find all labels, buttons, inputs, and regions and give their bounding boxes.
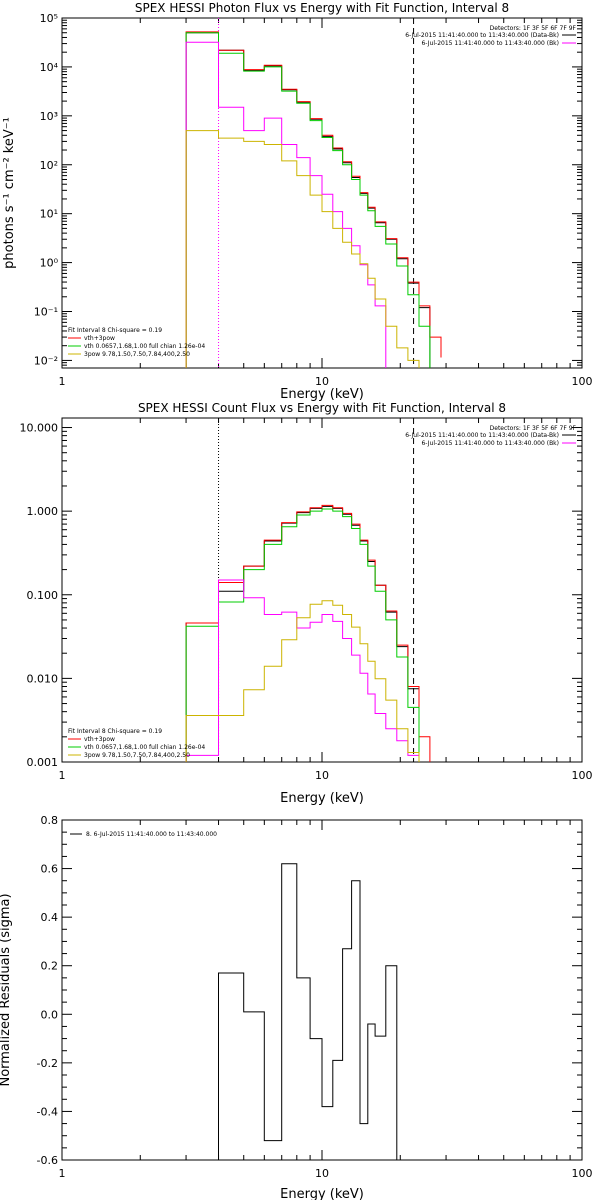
legend-header: Detectors: 1F 3F 5F 6F 7F 9F [490, 425, 577, 432]
legend-entry: 3pow 9.78,1.50,7.50,7.84,400,2.50 [84, 351, 190, 358]
legend-top-left: 8. 6-Jul-2015 11:41:40.000 to 11:43:40.0… [70, 831, 217, 838]
y-tick-label: 0.6 [41, 863, 59, 876]
legend-header: Fit Interval 8 Chi-square = 0.19 [68, 327, 162, 334]
y-tick-label: 0.010 [27, 672, 59, 685]
series-group [218, 863, 398, 1160]
reference-lines [218, 418, 415, 762]
x-tick-label: 100 [572, 769, 593, 782]
series-line-2 [185, 32, 431, 368]
legend-entry: vth 0.0657,1.68,1.00 full chian 1.26e-04 [84, 343, 205, 350]
series-line-4 [185, 600, 420, 762]
x-tick-label: 100 [572, 375, 593, 388]
y-tick-label: 10⁻² [34, 354, 58, 367]
legend-entry: 3pow 9.78,1.50,7.50,7.84,400,2.50 [84, 752, 190, 759]
series-line-0 [218, 863, 398, 1160]
series-line-2 [185, 508, 420, 762]
legend-swatches [562, 434, 576, 444]
y-tick-label: 10³ [40, 110, 58, 123]
plot-frame [61, 819, 583, 1161]
plot-frame [61, 417, 583, 763]
y-tick-label: 0.100 [27, 589, 59, 602]
y-tick-label: -0.2 [37, 1057, 58, 1070]
x-tick-label: 10 [315, 375, 329, 388]
legend-bottom-left: Fit Interval 8 Chi-square = 0.19 vth+3po… [68, 327, 205, 358]
legend-entry: 6-Jul-2015 11:41:40.000 to 11:43:40.000 … [405, 32, 559, 39]
legend-top-right: Detectors: 1F 3F 5F 6F 7F 9F 6-Jul-2015 … [405, 25, 576, 47]
y-ticks: 10⁻² 10⁻¹ 10⁰ 10¹ 10² 10³ 10⁴ 10⁵ [34, 12, 582, 369]
photon-flux-panel: SPEX HESSI Photon Flux vs Energy with Fi… [2, 1, 593, 402]
y-tick-label: -0.4 [37, 1105, 58, 1118]
x-ticks: 1 10 100 [59, 820, 593, 1180]
legend-entry: vth+3pow [84, 335, 115, 342]
y-tick-label: 10⁰ [40, 257, 59, 270]
y-tick-label: 0.8 [41, 814, 59, 827]
y-tick-label: -0.6 [37, 1154, 58, 1167]
x-axis-label: Energy (keV) [280, 387, 364, 402]
legend-swatches [68, 738, 81, 756]
y-axis-label: photons s⁻¹ cm⁻² keV⁻¹ [2, 117, 17, 269]
y-axis-label: Normalized Residuals (sigma) [0, 893, 13, 1086]
y-tick-label: 10⁴ [40, 61, 59, 74]
x-tick-label: 1 [59, 1167, 66, 1180]
x-tick-label: 10 [315, 1167, 329, 1180]
legend-bottom-left: Fit Interval 8 Chi-square = 0.19 vth+3po… [68, 728, 205, 759]
legend-entry: 6-Jul-2015 11:41:40.000 to 11:43:40.000 … [421, 440, 559, 447]
y-tick-label: 10.000 [20, 422, 59, 435]
legend-entry: 6-Jul-2015 11:41:40.000 to 11:43:40.000 … [421, 40, 559, 47]
residuals-panel: Energy (keV) Normalized Residuals (sigma… [0, 814, 593, 1200]
legend-header: Detectors: 1F 3F 5F 6F 7F 9F [490, 25, 577, 32]
series-line-0 [185, 32, 431, 368]
legend-entry: vth 0.0657,1.68,1.00 full chian 1.26e-04 [84, 744, 205, 751]
chart-title: SPEX HESSI Photon Flux vs Energy with Fi… [135, 1, 509, 15]
x-axis-label: Energy (keV) [280, 791, 364, 806]
x-axis-label: Energy (keV) [280, 1187, 364, 1200]
legend-top-right: Detectors: 1F 3F 5F 6F 7F 9F 6-Jul-2015 … [405, 425, 576, 447]
chart-title: SPEX HESSI Count Flux vs Energy with Fit… [138, 401, 506, 415]
legend-entry: vth+3pow [84, 736, 115, 743]
series-line-3 [185, 579, 420, 762]
x-ticks: 1 10 100 [59, 418, 593, 782]
x-tick-label: 1 [59, 375, 66, 388]
y-tick-label: 0.0 [41, 1008, 59, 1021]
legend-header: Fit Interval 8 Chi-square = 0.19 [68, 728, 162, 735]
x-ticks: 1 10 100 [59, 18, 593, 388]
y-tick-label: 10² [40, 159, 58, 172]
y-tick-label: 0.4 [41, 911, 59, 924]
y-tick-label: 10¹ [40, 208, 58, 221]
y-ticks: 0.001 0.010 0.100 1.000 10.000 [20, 422, 582, 769]
x-tick-label: 10 [315, 769, 329, 782]
y-tick-label: 10⁻¹ [34, 306, 58, 319]
series-group [185, 31, 442, 368]
y-tick-label: 10⁵ [40, 12, 58, 25]
series-line-1 [185, 504, 431, 762]
series-line-0 [185, 505, 420, 762]
legend-entry: 6-Jul-2015 11:41:40.000 to 11:43:40.000 … [405, 432, 559, 439]
legend-entry: 8. 6-Jul-2015 11:41:40.000 to 11:43:40.0… [86, 831, 217, 838]
series-line-1 [185, 31, 442, 368]
legend-swatches [68, 337, 81, 355]
y-tick-label: 0.001 [27, 756, 59, 769]
reference-lines [218, 18, 415, 368]
series-group [185, 504, 431, 762]
y-tick-label: 1.000 [27, 505, 59, 518]
x-tick-label: 1 [59, 769, 66, 782]
x-tick-label: 100 [572, 1167, 593, 1180]
y-tick-label: 0.2 [41, 960, 59, 973]
legend-swatches [562, 34, 576, 44]
count-flux-panel: SPEX HESSI Count Flux vs Energy with Fit… [20, 401, 593, 806]
series-line-4 [185, 130, 420, 368]
y-ticks: -0.6 -0.4 -0.2 0.0 0.2 0.4 0.6 0.8 [37, 814, 582, 1167]
